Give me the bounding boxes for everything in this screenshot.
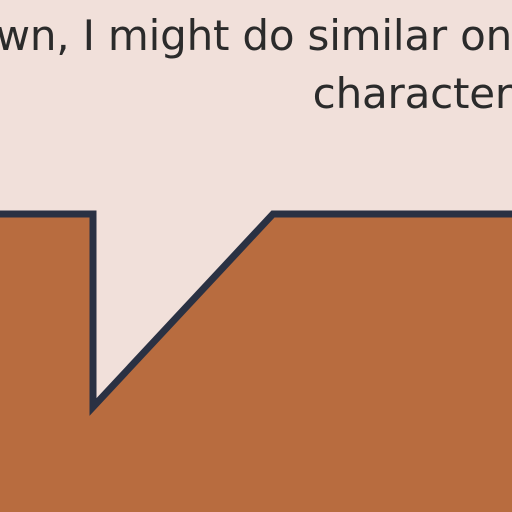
speech-bubble-tail-outline	[0, 210, 512, 416]
speech-bubble-text: wn, I might do similar on character	[0, 8, 512, 122]
orange-panel-shape	[0, 214, 512, 512]
speech-line-1: wn, I might do similar on	[0, 11, 512, 60]
speech-line-2: character	[312, 69, 512, 118]
